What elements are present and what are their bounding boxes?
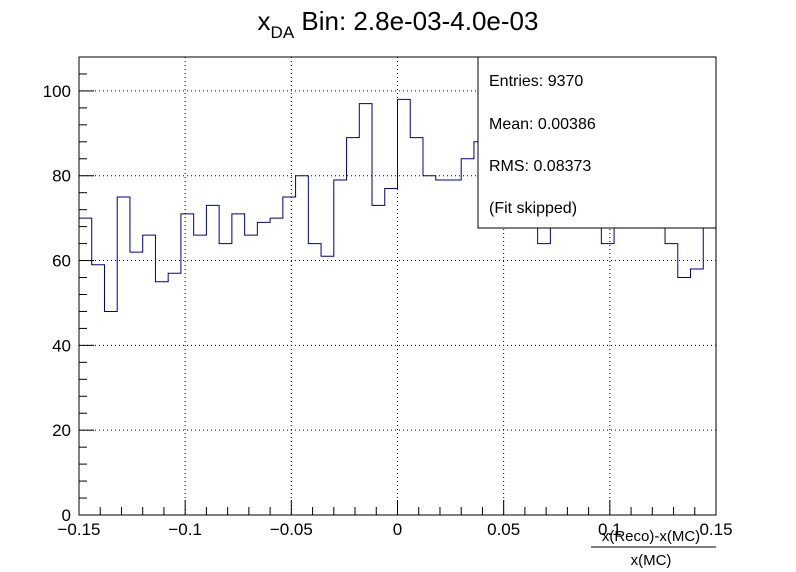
y-tick-label: 40 <box>52 336 71 355</box>
x-axis-title: x(Reco)-x(MC) x(MC) <box>591 528 716 569</box>
y-tick-label: 0 <box>62 506 71 525</box>
stats-note: (Fit skipped) <box>489 200 577 217</box>
y-tick-label: 60 <box>52 252 71 271</box>
stats-box: Entries: 9370 Mean: 0.00386 RMS: 0.08373… <box>477 56 717 229</box>
stats-box-frame <box>477 56 717 229</box>
x-tick-label: 0 <box>393 520 402 539</box>
title-subscript: DA <box>271 23 295 42</box>
y-tick-label: 80 <box>52 167 71 186</box>
chart-title: xDA Bin: 2.8e-03-4.0e-03 <box>258 6 539 42</box>
x-axis-title-numerator: x(Reco)-x(MC) <box>602 528 700 545</box>
x-tick-label: −0.15 <box>57 520 100 539</box>
title-variable: x <box>258 6 271 36</box>
stats-entries: Entries: 9370 <box>489 73 583 90</box>
title-rest: Bin: 2.8e-03-4.0e-03 <box>294 6 538 36</box>
x-tick-label: 0.05 <box>487 520 520 539</box>
x-tick-label: −0.05 <box>270 520 313 539</box>
y-tick-label: 100 <box>43 82 71 101</box>
stats-mean: Mean: 0.00386 <box>489 116 596 133</box>
stats-rms: RMS: 0.08373 <box>489 158 591 175</box>
x-tick-label: 0.15 <box>699 520 732 539</box>
x-tick-label: −0.1 <box>168 520 202 539</box>
y-axis: 0 20 40 60 80 100 <box>43 56 94 525</box>
x-tick-label: 0.1 <box>598 520 622 539</box>
x-axis-title-denominator: x(MC) <box>631 552 672 569</box>
y-tick-label: 20 <box>52 421 71 440</box>
x-axis: −0.15 −0.1 −0.05 0 0.05 0.1 0.15 <box>57 500 733 539</box>
